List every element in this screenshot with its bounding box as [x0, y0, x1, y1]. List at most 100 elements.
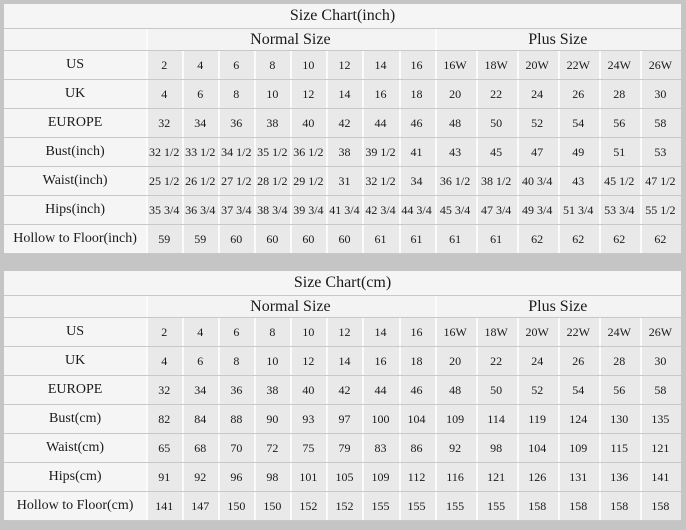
row-label: EUROPE	[4, 108, 147, 138]
size-value-cell: 70	[218, 433, 255, 463]
size-value-cell: 109	[434, 404, 476, 434]
table-body-1: US 2 4 6 8 10 12 14 16 16W 18W 20W 22W 24W 26W UK 4 6 8 10 1…	[4, 317, 681, 521]
size-value-cell: 35 1/2	[254, 137, 291, 167]
table-row: Hollow to Floor(inch) 59 59 60 60 60 60 61 61 61 6…	[4, 224, 681, 254]
row-label: Waist(cm)	[4, 433, 147, 463]
size-value-cell: 109	[362, 462, 399, 492]
group-header-normal-size: Normal Size	[146, 28, 435, 51]
size-value-cell: 92	[434, 433, 476, 463]
size-value-cell: 130	[598, 404, 640, 434]
size-value-cell: 46	[398, 108, 435, 138]
size-value-cell: 36 1/2	[290, 137, 327, 167]
size-value-cell: 61	[398, 224, 435, 254]
size-value-cell: 116	[434, 462, 476, 492]
size-value-cell: 91	[146, 462, 183, 492]
size-value-cell: 55 1/2	[639, 195, 681, 225]
size-value-cell: 65	[146, 433, 183, 463]
size-value-cell: 48	[434, 108, 476, 138]
size-value-cell: 41 3/4	[326, 195, 363, 225]
size-value-cell: 4	[182, 50, 219, 80]
size-value-cell: 42	[326, 108, 363, 138]
table-row: UK 4 6 8 10 12 14 16 18 20 22 24 26 28 30	[4, 346, 681, 376]
size-value-cell: 14	[362, 317, 399, 347]
size-value-cell: 121	[639, 433, 681, 463]
size-value-cell: 60	[326, 224, 363, 254]
title-row: Size Chart(inch)	[4, 4, 681, 29]
size-value-cell: 30	[639, 79, 681, 109]
size-value-cell: 4	[182, 317, 219, 347]
size-value-cell: 35 3/4	[146, 195, 183, 225]
size-value-cell: 158	[516, 491, 558, 521]
size-value-cell: 155	[475, 491, 517, 521]
size-value-cell: 109	[557, 433, 599, 463]
size-value-cell: 49 3/4	[516, 195, 558, 225]
size-value-cell: 26	[557, 346, 599, 376]
size-value-cell: 32 1/2	[362, 166, 399, 196]
size-value-cell: 2	[146, 317, 183, 347]
size-value-cell: 2	[146, 50, 183, 80]
size-value-cell: 27 1/2	[218, 166, 255, 196]
size-value-cell: 10	[290, 50, 327, 80]
size-value-cell: 22	[475, 346, 517, 376]
size-value-cell: 42	[326, 375, 363, 405]
size-value-cell: 62	[639, 224, 681, 254]
size-value-cell: 32	[146, 108, 183, 138]
group-header-row: Normal Size Plus Size	[4, 295, 681, 318]
size-value-cell: 6	[218, 317, 255, 347]
size-value-cell: 12	[326, 317, 363, 347]
size-value-cell: 119	[516, 404, 558, 434]
size-value-cell: 24	[516, 346, 558, 376]
size-value-cell: 62	[557, 224, 599, 254]
size-value-cell: 28 1/2	[254, 166, 291, 196]
size-value-cell: 155	[434, 491, 476, 521]
size-value-cell: 97	[326, 404, 363, 434]
size-value-cell: 6	[182, 346, 219, 376]
row-label: Bust(inch)	[4, 137, 147, 167]
size-value-cell: 61	[362, 224, 399, 254]
size-value-cell: 126	[516, 462, 558, 492]
group-header-normal-size: Normal Size	[146, 295, 435, 318]
size-value-cell: 150	[218, 491, 255, 521]
size-value-cell: 14	[326, 346, 363, 376]
size-value-cell: 36 1/2	[434, 166, 476, 196]
table-title: Size Chart(inch)	[4, 4, 681, 29]
size-value-cell: 39 1/2	[362, 137, 399, 167]
size-value-cell: 42 3/4	[362, 195, 399, 225]
size-value-cell: 147	[182, 491, 219, 521]
size-value-cell: 6	[218, 50, 255, 80]
size-value-cell: 24W	[598, 50, 640, 80]
table-row: US 2 4 6 8 10 12 14 16 16W 18W 20W 22W 24W 26W	[4, 317, 681, 347]
size-value-cell: 158	[639, 491, 681, 521]
size-value-cell: 60	[290, 224, 327, 254]
size-value-cell: 131	[557, 462, 599, 492]
size-value-cell: 60	[254, 224, 291, 254]
corner-cell	[4, 295, 147, 318]
size-value-cell: 10	[290, 317, 327, 347]
size-value-cell: 16W	[434, 317, 476, 347]
row-label: EUROPE	[4, 375, 147, 405]
size-value-cell: 34	[182, 108, 219, 138]
size-value-cell: 38	[326, 137, 363, 167]
size-value-cell: 40	[290, 108, 327, 138]
size-value-cell: 54	[557, 108, 599, 138]
size-value-cell: 53 3/4	[598, 195, 640, 225]
size-value-cell: 58	[639, 108, 681, 138]
size-value-cell: 104	[516, 433, 558, 463]
size-value-cell: 8	[254, 50, 291, 80]
size-value-cell: 16W	[434, 50, 476, 80]
size-value-cell: 20W	[516, 317, 558, 347]
table-row: Hips(cm) 91 92 96 98 101 105 109 112 116 121 126 131…	[4, 462, 681, 492]
size-value-cell: 136	[598, 462, 640, 492]
size-value-cell: 62	[516, 224, 558, 254]
size-value-cell: 20	[434, 346, 476, 376]
size-value-cell: 26W	[639, 317, 681, 347]
size-value-cell: 24	[516, 79, 558, 109]
size-value-cell: 72	[254, 433, 291, 463]
size-value-cell: 40	[290, 375, 327, 405]
size-value-cell: 26 1/2	[182, 166, 219, 196]
title-row: Size Chart(cm)	[4, 271, 681, 296]
size-value-cell: 46	[398, 375, 435, 405]
size-value-cell: 28	[598, 79, 640, 109]
size-value-cell: 51	[598, 137, 640, 167]
